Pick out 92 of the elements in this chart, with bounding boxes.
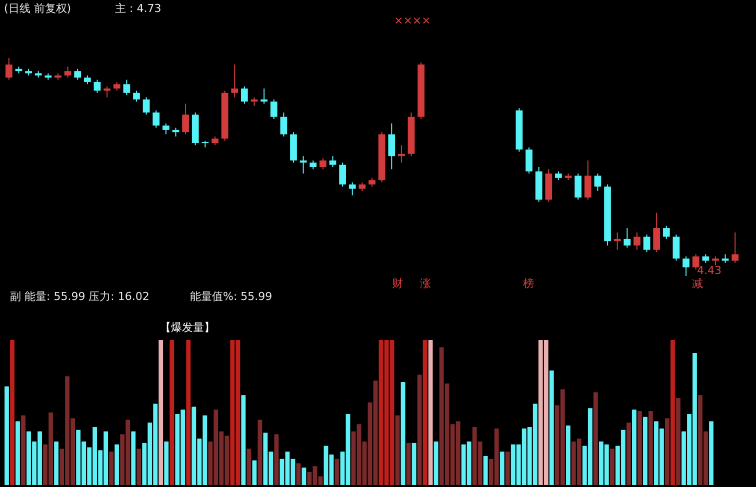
candlestick [123, 79, 130, 96]
bar [131, 431, 136, 485]
chart-subtitle: 能量值%: 55.99 [190, 290, 272, 303]
candlestick [5, 58, 12, 80]
candlestick [339, 162, 346, 188]
bar [434, 442, 438, 485]
chart-title: 副 能量: 55.99 压力: 16.02 [10, 290, 150, 303]
bar [593, 392, 598, 485]
text: 减 [692, 277, 703, 290]
candlestick [624, 228, 631, 248]
bar [406, 442, 411, 485]
candlestick [231, 64, 238, 98]
bar [302, 468, 306, 485]
candlestick [280, 112, 288, 137]
bar [417, 374, 422, 485]
candlestick [653, 212, 660, 253]
candlestick [320, 158, 326, 170]
bar [637, 411, 642, 485]
bar [21, 415, 26, 485]
bar [709, 421, 714, 485]
bar [16, 421, 20, 485]
bar [274, 434, 279, 485]
candlestick [594, 173, 602, 192]
candlestick [260, 88, 268, 104]
bar [158, 340, 164, 485]
candlestick [584, 160, 592, 200]
candlestick [94, 79, 101, 94]
bar [4, 386, 9, 485]
candlestick [682, 256, 690, 276]
candlestick [329, 156, 336, 168]
bar [566, 426, 570, 485]
candlestick [643, 234, 650, 253]
candlestick [133, 90, 140, 102]
bar [109, 452, 114, 485]
candlestick [614, 232, 621, 250]
candlestick [270, 98, 278, 120]
bar [164, 442, 169, 485]
candlestick [74, 68, 82, 80]
bar [505, 452, 510, 485]
text: 【爆发量】 [160, 321, 215, 334]
candlestick [162, 122, 170, 135]
bar [610, 448, 614, 485]
bar [114, 444, 120, 485]
text: 财 [392, 277, 403, 290]
bar [428, 340, 433, 485]
bar [626, 422, 631, 485]
bar [676, 398, 680, 485]
bar [296, 463, 301, 485]
candlestick [64, 66, 72, 78]
bar [483, 456, 488, 485]
bar [10, 340, 14, 485]
bar [648, 411, 653, 485]
candlestick [182, 103, 189, 135]
bar [170, 340, 174, 485]
bar [252, 460, 257, 485]
candlestick [104, 86, 110, 98]
bar [412, 442, 416, 485]
bar [258, 420, 262, 485]
candlestick [526, 146, 532, 174]
candlestick [692, 254, 700, 270]
candlestick [732, 232, 739, 264]
candlestick [398, 144, 405, 164]
candlestick [240, 86, 248, 104]
bar [246, 448, 252, 485]
candlestick [152, 110, 160, 128]
candlestick [142, 96, 150, 116]
bar [395, 415, 400, 485]
bar [241, 395, 246, 485]
bar [500, 452, 504, 485]
text: ×××× [394, 14, 431, 27]
bar [54, 442, 58, 485]
bar [643, 416, 648, 485]
chart-subtitle: 主 : 4.73 [115, 2, 162, 15]
candlestick [672, 234, 680, 262]
text: 榜 [523, 277, 534, 290]
bar [665, 418, 670, 485]
bar [549, 370, 554, 485]
candlestick [348, 182, 356, 196]
candlestick [634, 232, 640, 250]
candlestick [662, 225, 670, 240]
bar [400, 382, 406, 485]
bar [186, 340, 191, 485]
bar [334, 458, 340, 485]
bar [422, 340, 428, 485]
bar [632, 410, 636, 485]
chart-title: (日线 前复权) [4, 2, 72, 15]
text: 涨 [420, 277, 431, 290]
candlestick [574, 173, 582, 200]
bar [670, 340, 675, 485]
annotation: 4.43 [697, 264, 722, 277]
candlestick [388, 122, 396, 170]
bar [136, 448, 142, 485]
